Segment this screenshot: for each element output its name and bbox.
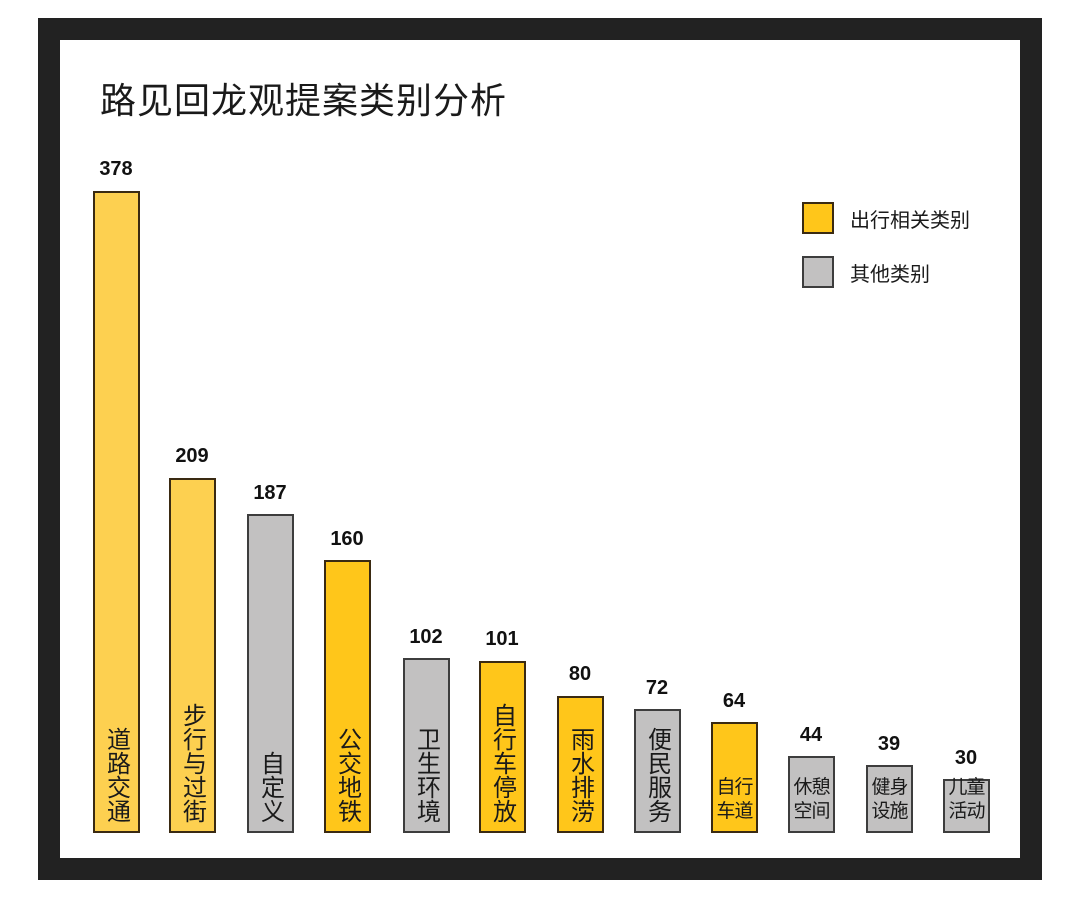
bar-custom: 自定义: [247, 514, 294, 833]
value-label: 30: [954, 747, 978, 769]
bar-label: 便民服务: [643, 727, 672, 823]
chart-panel: [60, 40, 1020, 858]
value-label: 187: [253, 482, 287, 504]
bar-label: 公交地铁: [333, 727, 362, 823]
legend-swatch-travel: [802, 202, 834, 234]
bar-sanitation: 卫生环境: [403, 658, 450, 833]
value-label: 101: [485, 628, 519, 650]
bar-bus-metro: 公交地铁: [324, 560, 371, 833]
value-label: 80: [568, 663, 592, 685]
value-label: 64: [722, 690, 746, 712]
value-label: 209: [175, 445, 209, 467]
bar-stormwater-drainage: 雨水排涝: [557, 696, 604, 833]
bar-label: 儿童活动: [948, 776, 985, 822]
legend-item-other: 其他类别: [802, 256, 930, 288]
bar-rest-space: 休憩空间: [788, 756, 835, 833]
bar-fitness-facilities: 健身设施: [866, 765, 913, 833]
bar-bike-parking: 自行车停放: [479, 661, 526, 833]
value-label: 160: [330, 528, 364, 550]
bar-label: 自定义: [256, 751, 285, 823]
legend-label-other: 其他类别: [850, 261, 930, 286]
legend-swatch-other: [802, 256, 834, 288]
bar-label: 健身设施: [871, 776, 908, 822]
legend-item-travel: 出行相关类别: [802, 202, 970, 234]
bar-label: 自行车道: [716, 776, 753, 822]
value-label: 44: [799, 724, 823, 746]
bar-label: 自行车停放: [488, 703, 517, 823]
bar-label: 步行与过街: [178, 703, 207, 823]
chart-title: 路见回龙观提案类别分析: [100, 81, 508, 122]
bar-label: 道路交通: [102, 727, 131, 823]
bar-bike-lane: 自行车道: [711, 722, 758, 833]
bar-label: 休憩空间: [793, 776, 830, 822]
value-label: 102: [409, 626, 443, 648]
bar-children-activities: 儿童活动: [943, 776, 990, 833]
bar-label: 卫生环境: [412, 727, 441, 823]
value-label: 72: [645, 677, 669, 699]
bar-convenience-services: 便民服务: [634, 709, 681, 833]
bar-pedestrian-crossing: 步行与过街: [169, 478, 216, 833]
value-label: 378: [99, 158, 133, 180]
bar-road-traffic: 道路交通: [93, 191, 140, 833]
legend-label-travel: 出行相关类别: [850, 207, 970, 232]
value-label: 39: [877, 733, 901, 755]
bar-label: 雨水排涝: [566, 727, 595, 823]
